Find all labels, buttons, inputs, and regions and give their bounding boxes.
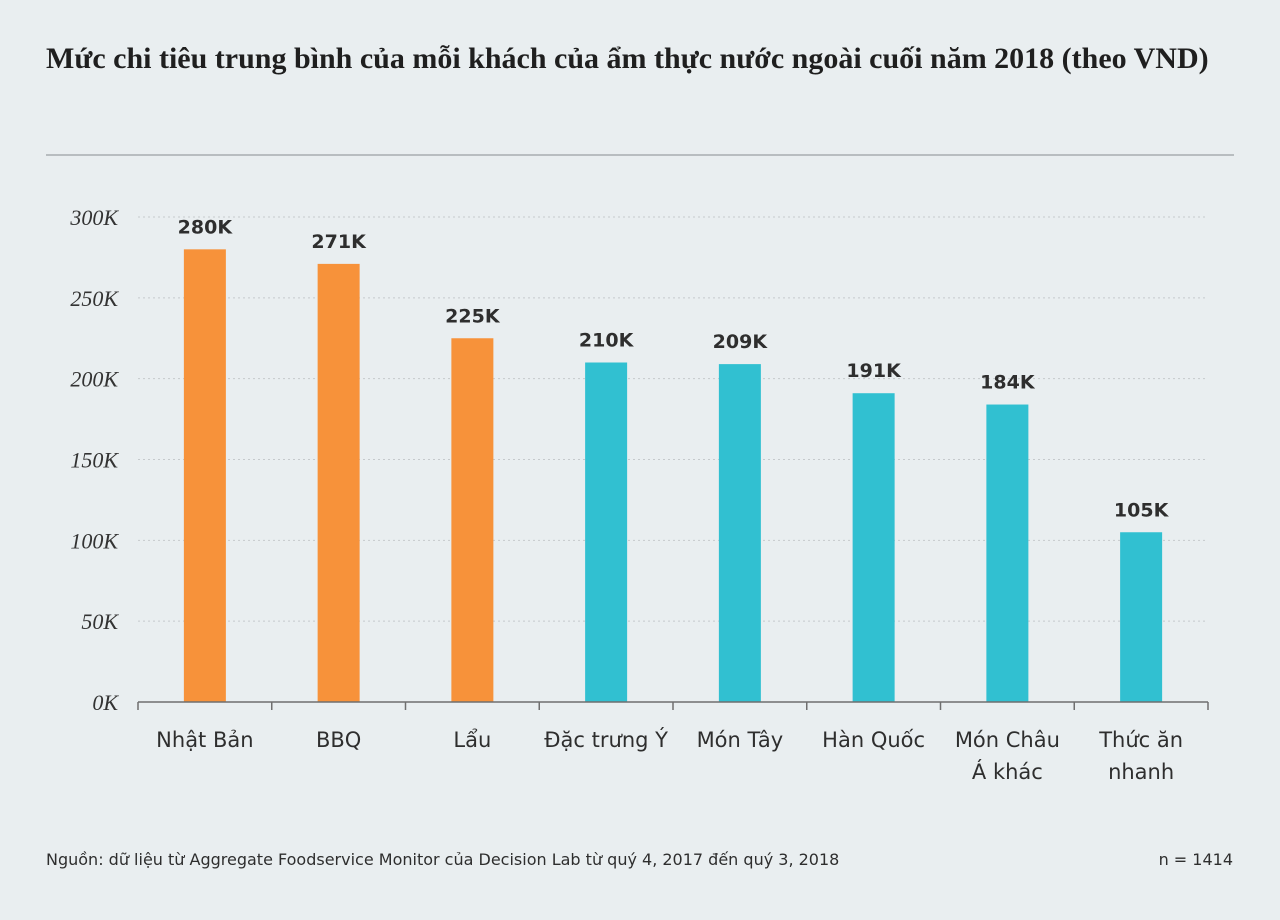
y-tick-label: 0K <box>92 690 119 715</box>
bar-value-label: 210K <box>579 330 635 352</box>
x-axis <box>137 701 1209 710</box>
bar-value-label: 280K <box>178 216 234 238</box>
y-tick-label: 200K <box>70 367 119 392</box>
bar <box>585 362 628 702</box>
category-label: Đặc trưng Ý <box>544 727 668 752</box>
chart-title: Mức chi tiêu trung bình của mỗi khách củ… <box>46 42 1209 75</box>
bar-value-label: 105K <box>1114 499 1170 521</box>
category-labels: Nhật Bản BBQ Lẩu Đặc trưng Ý Món Tây Hàn Quốc… <box>156 727 1183 784</box>
bar <box>718 364 761 702</box>
bar-chart: 0K 50K 100K 150K 200K 250K 300K 280K 271K 225K 21… <box>69 205 1209 784</box>
category-label: Thức ăn nhanh <box>1098 728 1183 784</box>
y-tick-label: 150K <box>70 448 119 473</box>
y-tick-label: 50K <box>81 609 119 634</box>
y-tick-label: 100K <box>70 528 119 553</box>
bar <box>1120 532 1163 702</box>
bar <box>317 263 360 702</box>
category-label: BBQ <box>316 728 361 752</box>
category-label: Món Tây <box>697 728 784 752</box>
category-label: Hàn Quốc <box>822 728 925 752</box>
y-tick-label: 250K <box>70 286 119 311</box>
bar-value-label: 184K <box>980 372 1036 394</box>
bar-value-label: 209K <box>713 331 769 353</box>
bar <box>852 393 895 702</box>
bar-value-label: 271K <box>311 231 367 253</box>
bar <box>183 249 226 703</box>
bars <box>183 249 1163 703</box>
category-label: Nhật Bản <box>156 728 253 752</box>
grid-lines <box>138 216 1208 622</box>
bar-value-label: 225K <box>445 305 501 327</box>
bar <box>986 404 1029 702</box>
title-divider <box>46 154 1234 156</box>
bar-value-labels: 280K 271K 225K 210K 209K 191K 184K 105K <box>178 216 1170 521</box>
category-label: Món Châu Á khác <box>955 728 1060 784</box>
bar <box>451 338 494 702</box>
sample-size: n = 1414 <box>1158 850 1233 869</box>
category-label: Lẩu <box>453 728 491 752</box>
source-note: Nguồn: dữ liệu từ Aggregate Foodservice … <box>46 850 840 869</box>
y-axis-tick-labels: 0K 50K 100K 150K 200K 250K 300K <box>69 205 119 715</box>
bar-value-label: 191K <box>846 360 902 382</box>
y-tick-label: 300K <box>69 205 119 230</box>
